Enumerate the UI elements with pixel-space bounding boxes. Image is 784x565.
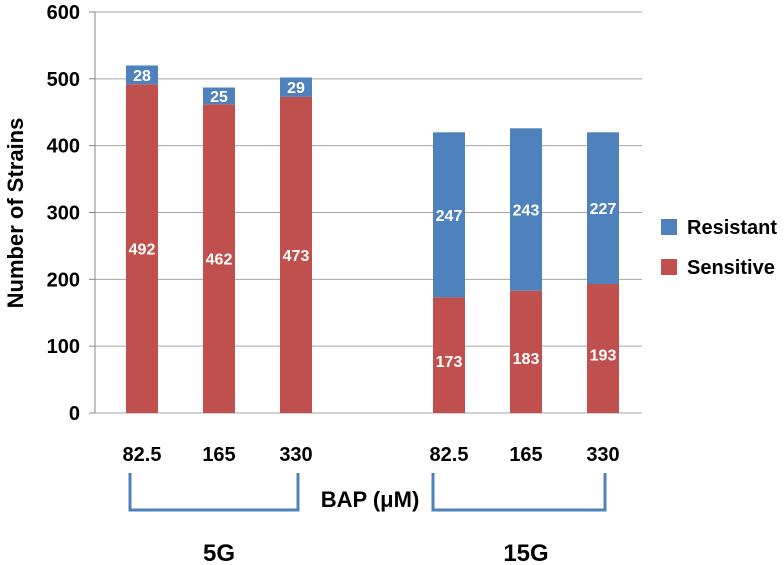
data-label-resistant: 247 [436,208,463,225]
bar-resistant [433,132,465,298]
data-label-resistant: 29 [287,80,305,97]
bar-sensitive [587,284,619,413]
data-label-sensitive: 462 [206,252,233,269]
group-label: 5G [203,540,235,565]
y-tick-label: 600 [47,2,80,24]
y-tick-label: 500 [47,69,80,91]
bar-resistant [203,87,235,105]
category-label: 82.5 [430,444,469,466]
category-label: 165 [509,444,542,466]
category-label: 330 [586,444,619,466]
x-axis-label: BAP (μM) [321,487,420,512]
bar-resistant [510,128,542,291]
gridlines [89,11,642,414]
y-tick-label: 300 [47,203,80,225]
bar-sensitive [280,96,312,414]
category-label: 165 [202,444,235,466]
bar-resistant [280,77,312,97]
bar-sensitive [510,290,542,413]
bars [126,65,619,414]
legend-swatch [661,259,677,275]
data-label-sensitive: 473 [283,248,310,265]
y-axis-label: Number of Strains [3,118,28,309]
y-axis-ticks: 0 100 200 300 400 500 600 [47,2,80,425]
group-label: 15G [503,540,548,565]
data-label-sensitive: 193 [590,348,617,365]
bar-resistant [126,65,158,85]
data-label-resistant: 28 [133,68,151,85]
data-label-resistant: 25 [210,89,228,106]
category-labels: 82.5 165 330 82.5 165 330 [123,444,620,466]
category-label: 82.5 [123,444,162,466]
y-tick-label: 100 [47,336,80,358]
data-label-resistant: 243 [513,202,540,219]
y-tick-label: 400 [47,136,80,158]
legend: Resistant Sensitive [661,217,777,279]
legend-label: Resistant [687,217,777,239]
group-brackets: 5G 15G [128,473,607,565]
group-bracket [128,473,300,512]
bar-sensitive [203,104,235,413]
y-tick-label: 0 [69,403,80,425]
data-label-sensitive: 183 [513,351,540,368]
legend-label: Sensitive [687,257,775,279]
legend-swatch [661,219,677,235]
data-labels: 492 28 462 25 473 29 173 247 183 243 193 227 [129,68,617,371]
category-label: 330 [279,444,312,466]
data-label-sensitive: 173 [436,354,463,371]
group-bracket [431,473,607,512]
bar-resistant [587,132,619,285]
y-tick-label: 200 [47,269,80,291]
bar-sensitive [433,297,465,413]
data-label-resistant: 227 [590,201,617,218]
bar-sensitive [126,84,158,414]
data-label-sensitive: 492 [129,242,156,259]
